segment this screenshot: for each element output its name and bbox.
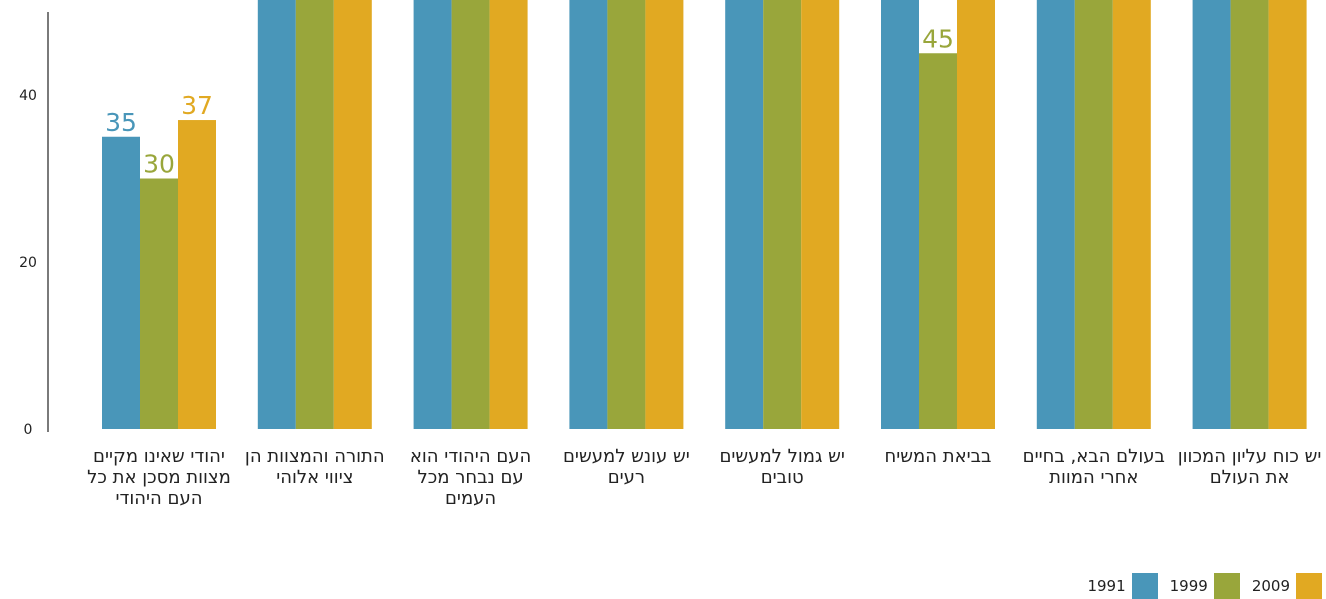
legend-label-1999: 1999: [1169, 577, 1208, 595]
bar-1999-7: [1230, 0, 1269, 430]
bar-1999-6: [1074, 0, 1113, 429]
y-tick-label: 0: [24, 422, 33, 438]
legend-item-1999: 1999: [1170, 573, 1240, 599]
bar-1999-4: [763, 0, 802, 429]
bar-1991-6: [1036, 0, 1075, 429]
category-label: יהודי שאינו מקיים מצוות מסכן את כל העם ה…: [87, 446, 231, 509]
category-label: יש גמול למעשים טובים: [719, 446, 845, 488]
legend-label-1991: 1991: [1087, 577, 1126, 595]
bar-1999-5: [919, 53, 957, 429]
legend: 1991 1999 2009: [1075, 573, 1322, 599]
value-label-1991-0: 35: [105, 108, 137, 137]
legend-label-2009: 2009: [1251, 577, 1290, 595]
bars: [102, 0, 1307, 430]
category-label: העם היהודי הוא עם נבחר מכל העמים: [409, 446, 532, 509]
bar-1991-7: [1192, 0, 1231, 429]
legend-item-2009: 2009: [1252, 573, 1322, 599]
bar-2009-7: [1268, 0, 1307, 429]
bar-1991-1: [257, 0, 296, 429]
y-tick-label: 40: [19, 88, 37, 104]
bar-2009-6: [1112, 0, 1151, 429]
bar-2009-2: [489, 0, 528, 429]
legend-swatch-1991: [1131, 573, 1158, 599]
value-label-1999-0: 30: [143, 150, 175, 179]
bar-2009-3: [645, 0, 684, 430]
bar-1999-2: [451, 0, 490, 430]
category-label: יש כוח עליון המכוון את העולם: [1177, 446, 1322, 488]
category-label: התורה והמצוות הן ציווי אלוהי: [244, 446, 385, 488]
bar-1991-5: [881, 0, 919, 429]
y-axis: 020406080100: [19, 12, 49, 438]
y-tick-label: 20: [19, 255, 37, 271]
category-label: יש עונש למעשים רעים: [562, 446, 690, 488]
value-labels: 3530376363696962706975797578855345555454…: [105, 24, 954, 179]
bar-1991-3: [569, 0, 608, 430]
value-label-1999-5: 45: [922, 24, 954, 53]
legend-item-1991: 1991: [1087, 573, 1158, 599]
bar-1991-4: [725, 0, 764, 429]
bar-1999-3: [607, 0, 646, 429]
bar-2009-4: [801, 0, 840, 429]
category-label: בעולם הבא, בחיים אחרי המוות: [1022, 446, 1165, 488]
value-label-2009-0: 37: [181, 91, 213, 120]
category-label: בביאת המשיח: [884, 446, 992, 467]
bar-2009-0: [178, 120, 216, 430]
bar-2009-1: [333, 0, 372, 430]
bar-1999-1: [295, 0, 334, 429]
bar-1991-0: [102, 136, 140, 429]
legend-swatch-2009: [1296, 573, 1322, 599]
bar-1991-2: [413, 0, 452, 430]
bar-2009-5: [957, 0, 995, 429]
legend-swatch-1999: [1213, 573, 1240, 599]
bar-1999-0: [140, 178, 178, 429]
